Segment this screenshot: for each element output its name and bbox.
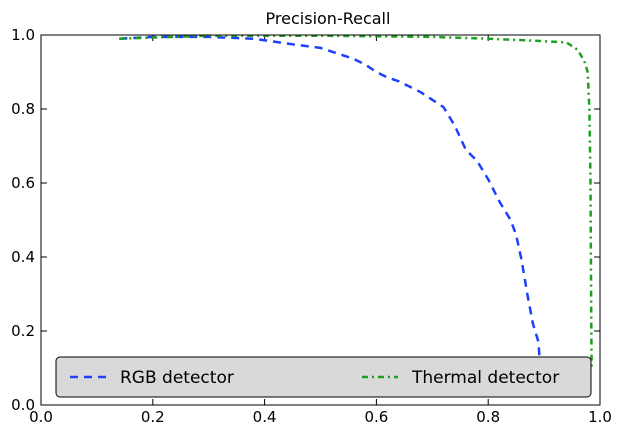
x-tick-label: 0.2 xyxy=(141,408,165,426)
x-tick-label: 0.0 xyxy=(29,408,53,426)
y-tick-label: 0.4 xyxy=(11,248,35,266)
x-axis: 0.0 0.2 0.4 0.6 0.8 1.0 xyxy=(29,35,612,426)
rgb-detector-line xyxy=(119,35,543,387)
x-tick-label: 0.8 xyxy=(476,408,500,426)
legend-thermal-label: Thermal detector xyxy=(411,368,559,388)
x-tick-label: 1.0 xyxy=(588,408,612,426)
y-axis: 0.0 0.2 0.4 0.6 0.8 1.0 xyxy=(11,26,600,414)
plot-frame xyxy=(40,34,601,406)
legend-box xyxy=(55,356,592,398)
thermal-detector-line xyxy=(119,34,593,369)
chart-title: Precision-Recall xyxy=(266,9,391,28)
x-tick-label: 0.6 xyxy=(364,408,388,426)
x-tick-label: 0.4 xyxy=(253,408,277,426)
legend: RGB detector Thermal detector xyxy=(55,356,592,398)
y-tick-label: 0.8 xyxy=(11,100,35,118)
plot-lines xyxy=(119,34,593,387)
y-tick-label: 0.2 xyxy=(11,322,35,340)
y-tick-label: 0.0 xyxy=(11,396,35,414)
y-tick-label: 0.6 xyxy=(11,174,35,192)
y-tick-label: 1.0 xyxy=(11,26,35,44)
legend-rgb-label: RGB detector xyxy=(120,368,234,388)
